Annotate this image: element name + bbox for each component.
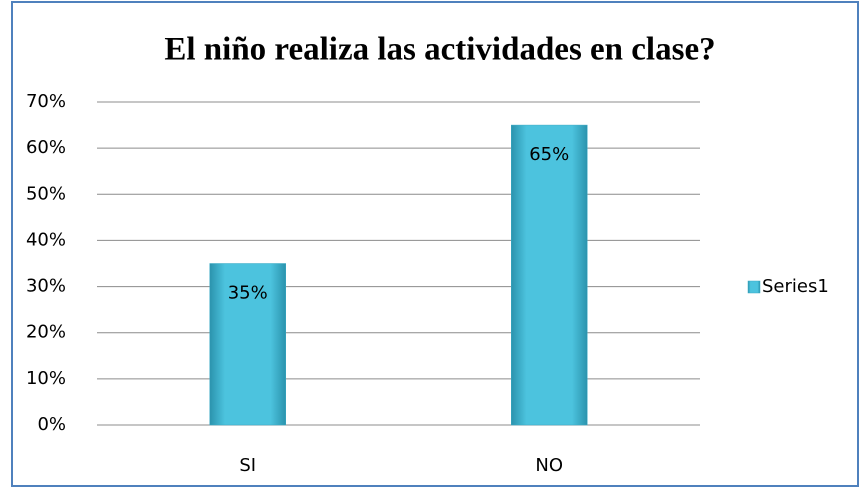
bar	[209, 263, 286, 426]
data-label: 35%	[228, 283, 268, 304]
legend-swatch	[747, 280, 761, 294]
y-tick-label: 60%	[26, 137, 66, 158]
y-tick-label: 30%	[26, 276, 66, 297]
bar	[511, 124, 588, 426]
y-tick-label: 20%	[26, 322, 66, 343]
data-label: 65%	[529, 144, 569, 165]
x-tick-label: NO	[535, 455, 563, 476]
y-tick-label: 70%	[26, 91, 66, 112]
legend-label: Series1	[762, 276, 829, 297]
y-tick-label: 0%	[37, 414, 66, 435]
chart-frame	[11, 1, 859, 487]
y-tick-label: 50%	[26, 183, 66, 204]
chart-title: El niño realiza las actividades en clase…	[164, 32, 715, 68]
y-tick-label: 40%	[26, 229, 66, 250]
y-tick-label: 10%	[26, 368, 66, 389]
x-tick-label: SI	[239, 455, 256, 476]
